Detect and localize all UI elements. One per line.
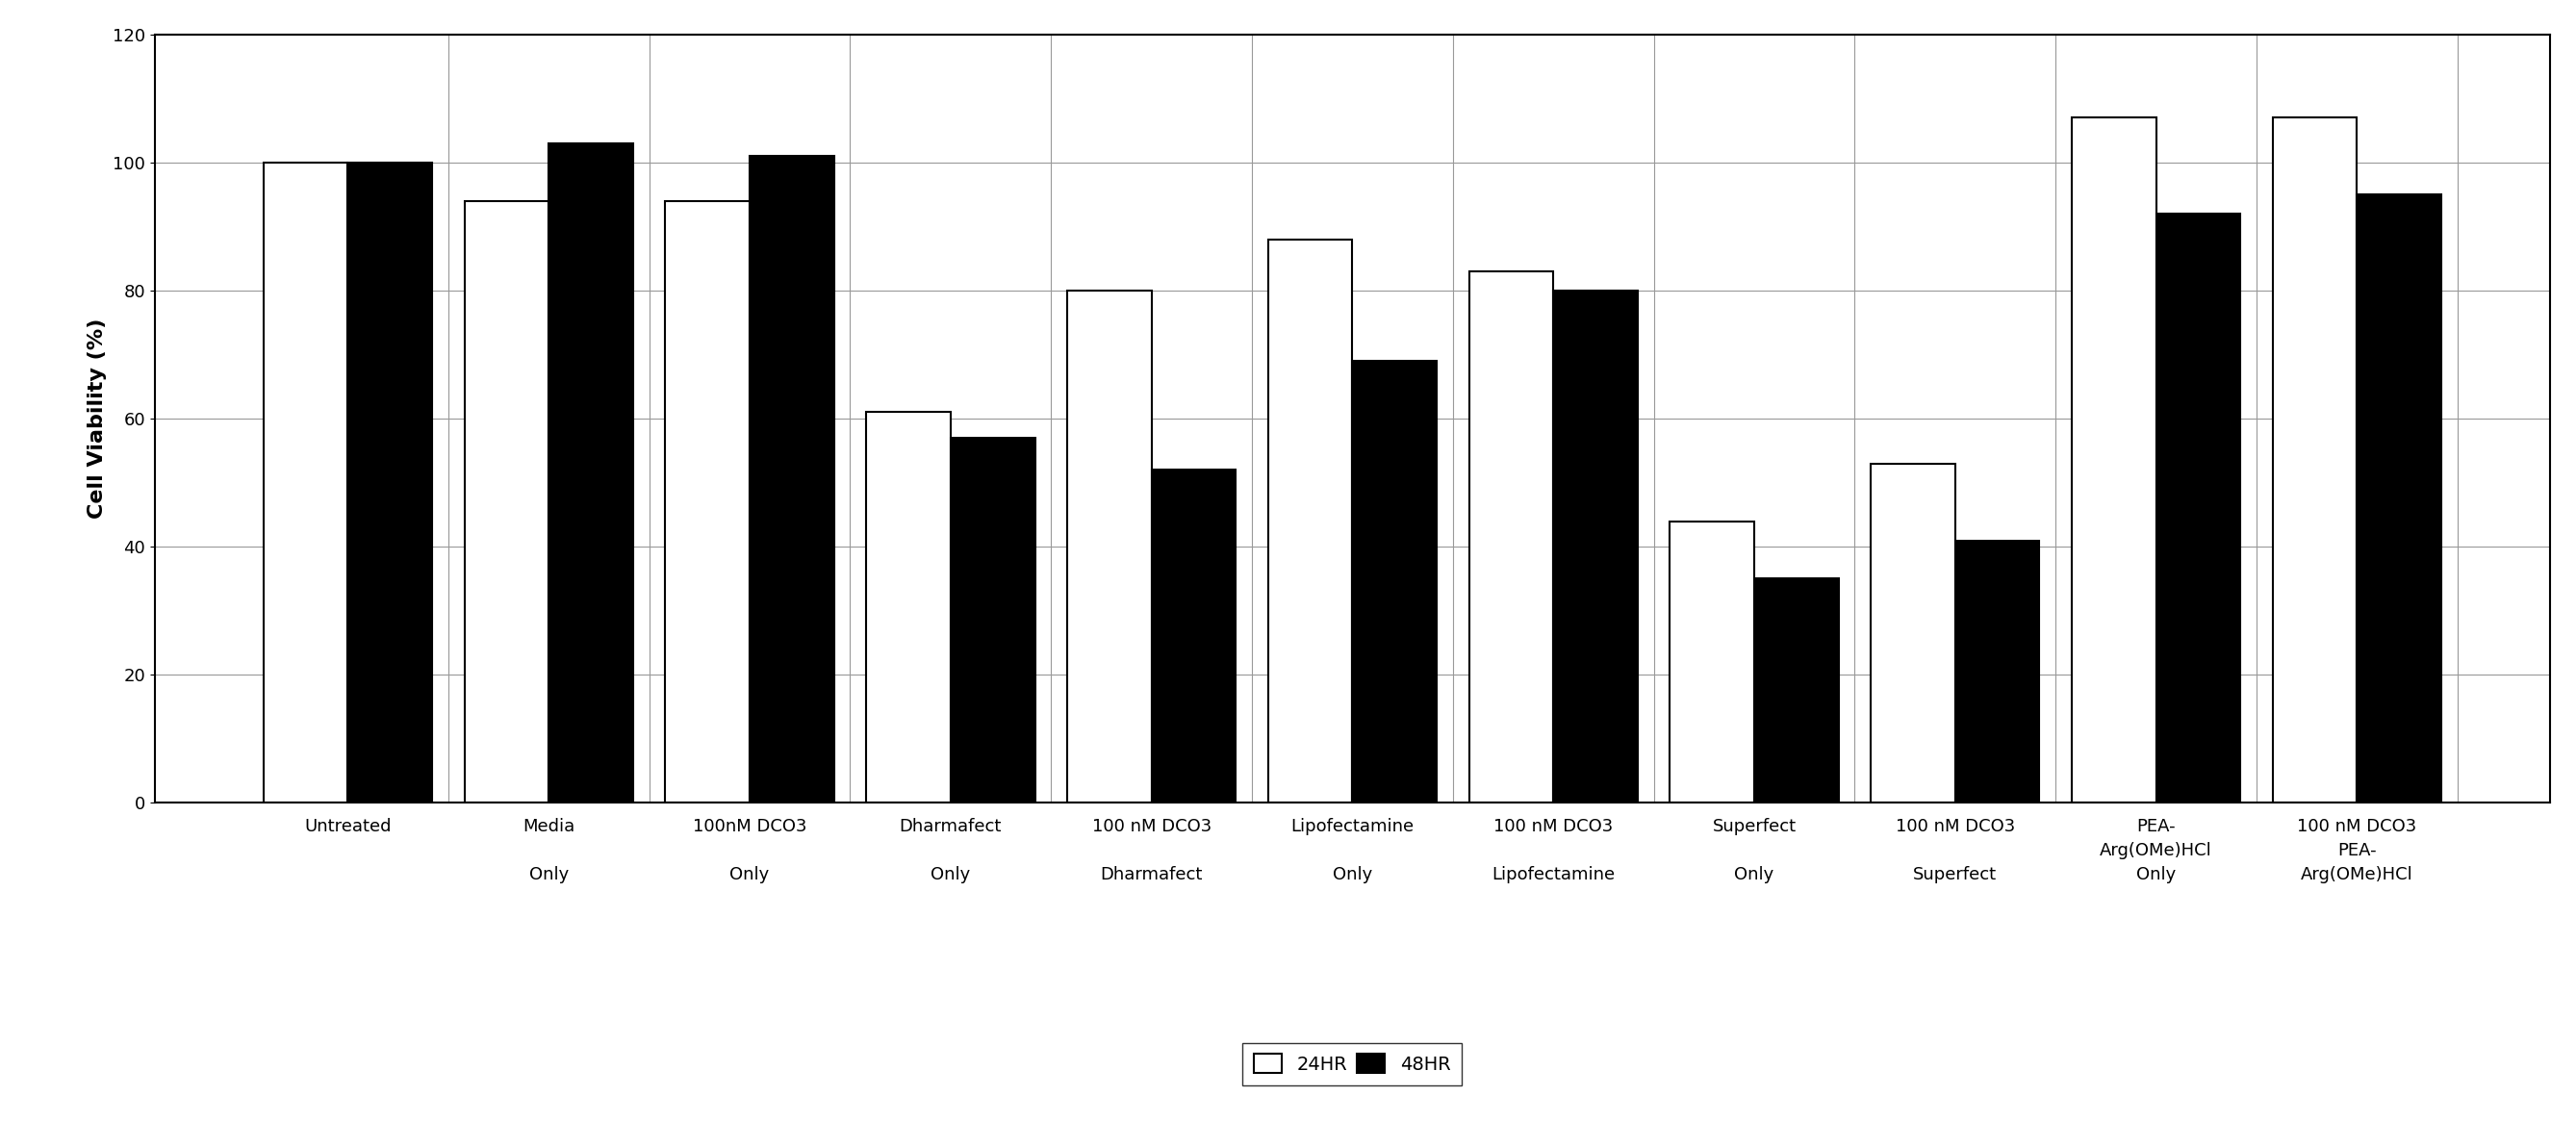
Bar [1870,463,1955,803]
Bar [263,163,348,803]
Bar [1468,272,1553,803]
Bar [348,163,433,803]
Bar [1151,470,1236,803]
Bar [2357,195,2442,803]
Bar [464,201,549,803]
Bar [1669,521,1754,803]
Bar [1267,240,1352,803]
Bar [1352,361,1437,803]
Bar [665,201,750,803]
Bar [549,143,634,803]
Bar [951,438,1036,803]
Bar [750,156,835,803]
Bar [2156,213,2241,803]
Bar [2071,118,2156,803]
Bar [1066,290,1151,803]
Bar [866,412,951,803]
Y-axis label: Cell Viability (%): Cell Viability (%) [88,319,108,518]
Bar [2272,118,2357,803]
Bar [1955,540,2040,803]
Bar [1754,579,1839,803]
Bar [1553,290,1638,803]
Legend: 24HR, 48HR: 24HR, 48HR [1242,1043,1463,1085]
